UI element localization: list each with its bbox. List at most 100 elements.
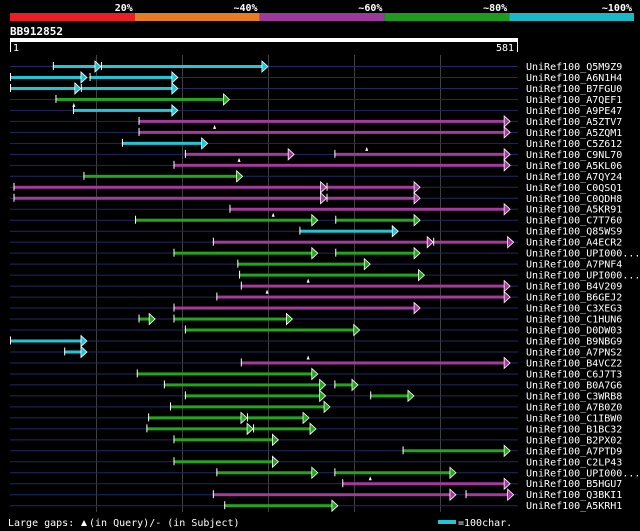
hit-label[interactable]: UniRef100_B2PX02 — [526, 435, 622, 446]
hit-row[interactable]: UniRef100_A7QEF1 — [10, 93, 622, 106]
hit-segment[interactable] — [184, 394, 321, 398]
hit-segment[interactable] — [121, 141, 203, 145]
hit-segment[interactable] — [72, 108, 173, 112]
hit-row[interactable]: UniRef100_B1BC32 — [10, 422, 622, 435]
hit-row[interactable]: UniRef100_B9NBG9 — [10, 334, 622, 348]
hit-row[interactable]: UniRef100_C1HUN6 — [10, 312, 622, 326]
hit-segment[interactable] — [237, 262, 366, 266]
hit-row[interactable]: UniRef100_B5HGU7 — [10, 476, 622, 490]
hit-label[interactable]: UniRef100_Q3BKI1 — [526, 490, 622, 501]
hit-segment[interactable] — [212, 240, 429, 244]
hit-segment[interactable] — [173, 317, 288, 321]
hit-segment[interactable] — [148, 416, 242, 420]
hit-row[interactable]: UniRef100_C0QDH8 — [10, 191, 622, 205]
hit-label[interactable]: UniRef100_A5ZTV7 — [526, 117, 622, 128]
hit-row[interactable]: UniRef100_B0A7G6 — [10, 378, 622, 391]
hit-row[interactable]: UniRef100_A7QY24 — [10, 169, 622, 183]
hit-segment[interactable] — [465, 493, 509, 497]
hit-row[interactable]: UniRef100_A7B0Z0 — [10, 400, 622, 413]
hit-label[interactable]: UniRef100_B1BC32 — [526, 424, 622, 435]
hit-segment[interactable] — [52, 65, 96, 68]
hit-label[interactable]: UniRef100_B7FGU0 — [526, 84, 622, 95]
hit-segment[interactable] — [138, 317, 151, 321]
hit-label[interactable]: UniRef100_B9NBG9 — [526, 337, 622, 348]
hit-segment[interactable] — [146, 427, 249, 431]
hit-row[interactable]: UniRef100_B6GEJ2 — [10, 289, 622, 304]
hit-segment[interactable] — [173, 460, 274, 464]
hit-row[interactable]: UniRef100_A5KR91 — [10, 202, 622, 216]
hit-segment[interactable] — [138, 130, 506, 134]
hit-segment[interactable] — [173, 251, 313, 255]
hit-row[interactable]: UniRef100_A5KL06 — [10, 157, 622, 172]
hit-segment[interactable] — [10, 75, 82, 79]
hit-row[interactable]: UniRef100_C6J7T3 — [10, 367, 622, 380]
hit-label[interactable]: UniRef100_C5Z612 — [526, 139, 622, 150]
hit-label[interactable]: UniRef100_A7B0Z0 — [526, 402, 622, 413]
hit-label[interactable]: UniRef100_D0DW03 — [526, 326, 622, 337]
hit-row[interactable]: UniRef100_C7T760 — [10, 212, 622, 227]
hit-segment[interactable] — [173, 306, 416, 310]
hit-label[interactable]: UniRef100_Q85WS9 — [526, 227, 622, 238]
hit-label[interactable]: UniRef100_C3XEG3 — [526, 304, 622, 315]
hit-segment[interactable] — [184, 152, 290, 156]
hit-row[interactable]: UniRef100_Q85WS9 — [10, 224, 622, 238]
hit-row[interactable]: UniRef100_C3WRB8 — [10, 389, 622, 402]
hit-segment[interactable] — [136, 372, 313, 376]
hit-label[interactable]: UniRef100_C9NL70 — [526, 150, 622, 161]
hit-label[interactable]: UniRef100_C2LP43 — [526, 457, 622, 468]
hit-label[interactable]: UniRef100_A5KL06 — [526, 161, 622, 172]
hit-label[interactable]: UniRef100_B0A7G6 — [526, 380, 622, 391]
hit-segment[interactable] — [326, 196, 416, 200]
hit-segment[interactable] — [342, 482, 506, 486]
hit-segment[interactable] — [13, 185, 322, 189]
hit-segment[interactable] — [216, 295, 506, 299]
hit-segment[interactable] — [299, 229, 394, 233]
hit-label[interactable]: UniRef100_B4V209 — [526, 282, 622, 293]
hit-label[interactable]: UniRef100_C6J7T3 — [526, 369, 622, 380]
hit-label[interactable]: UniRef100_C3WRB8 — [526, 391, 622, 402]
hit-row[interactable]: UniRef100_A7PNS2 — [10, 345, 622, 358]
hit-segment[interactable] — [334, 383, 353, 387]
hit-label[interactable]: UniRef100_UPI000... — [526, 468, 640, 479]
hit-label[interactable]: UniRef100_A7PNS2 — [526, 347, 622, 358]
hit-segment[interactable] — [163, 383, 321, 387]
hit-row[interactable]: UniRef100_UPI000... — [10, 246, 640, 260]
hit-label[interactable]: UniRef100_A9PE47 — [526, 106, 622, 117]
hit-segment[interactable] — [239, 273, 420, 277]
hit-row[interactable]: UniRef100_C3XEG3 — [10, 301, 622, 315]
hit-segment[interactable] — [253, 427, 312, 431]
hit-segment[interactable] — [173, 438, 274, 442]
hit-row[interactable]: UniRef100_B7FGU0 — [10, 82, 622, 95]
hit-segment[interactable] — [80, 86, 173, 90]
hit-segment[interactable] — [240, 284, 506, 288]
hit-row[interactable]: UniRef100_A7PNF4 — [10, 257, 622, 271]
hit-label[interactable]: UniRef100_UPI000... — [526, 271, 640, 282]
hit-row[interactable]: UniRef100_A4ECR2 — [10, 235, 622, 249]
hit-segment[interactable] — [10, 86, 76, 90]
hit-label[interactable]: UniRef100_A4ECR2 — [526, 238, 622, 249]
hit-segment[interactable] — [135, 218, 313, 222]
hit-row[interactable]: UniRef100_B4VCZ2 — [10, 355, 622, 369]
hit-segment[interactable] — [326, 185, 416, 189]
hit-row[interactable]: UniRef100_B4V209 — [10, 278, 622, 293]
hit-segment[interactable] — [433, 240, 509, 244]
hit-label[interactable]: UniRef100_A5KR91 — [526, 205, 622, 216]
hit-label[interactable]: UniRef100_A6N1H4 — [526, 73, 622, 84]
hit-segment[interactable] — [334, 471, 451, 475]
hit-segment[interactable] — [13, 196, 322, 200]
hit-row[interactable]: UniRef100_A5ZQM1 — [10, 124, 622, 139]
hit-label[interactable]: UniRef100_B4VCZ2 — [526, 358, 622, 369]
hit-row[interactable]: UniRef100_D0DW03 — [10, 323, 622, 337]
hit-row[interactable]: UniRef100_A5KRH1 — [10, 499, 622, 512]
hit-row[interactable]: UniRef100_A7PTD9 — [10, 444, 622, 457]
hit-label[interactable]: UniRef100_B5HGU7 — [526, 479, 622, 490]
hit-row[interactable]: UniRef100_C0QSQ1 — [10, 180, 622, 194]
hit-segment[interactable] — [246, 416, 305, 420]
hit-label[interactable]: UniRef100_A5KRH1 — [526, 501, 622, 512]
hit-segment[interactable] — [64, 350, 82, 354]
hit-segment[interactable] — [216, 471, 313, 475]
hit-label[interactable]: UniRef100_A7PNF4 — [526, 260, 622, 271]
hit-label[interactable]: UniRef100_Q5M9Z9 — [526, 62, 622, 73]
hit-row[interactable]: UniRef100_UPI000... — [10, 268, 640, 282]
hit-segment[interactable] — [10, 339, 82, 343]
